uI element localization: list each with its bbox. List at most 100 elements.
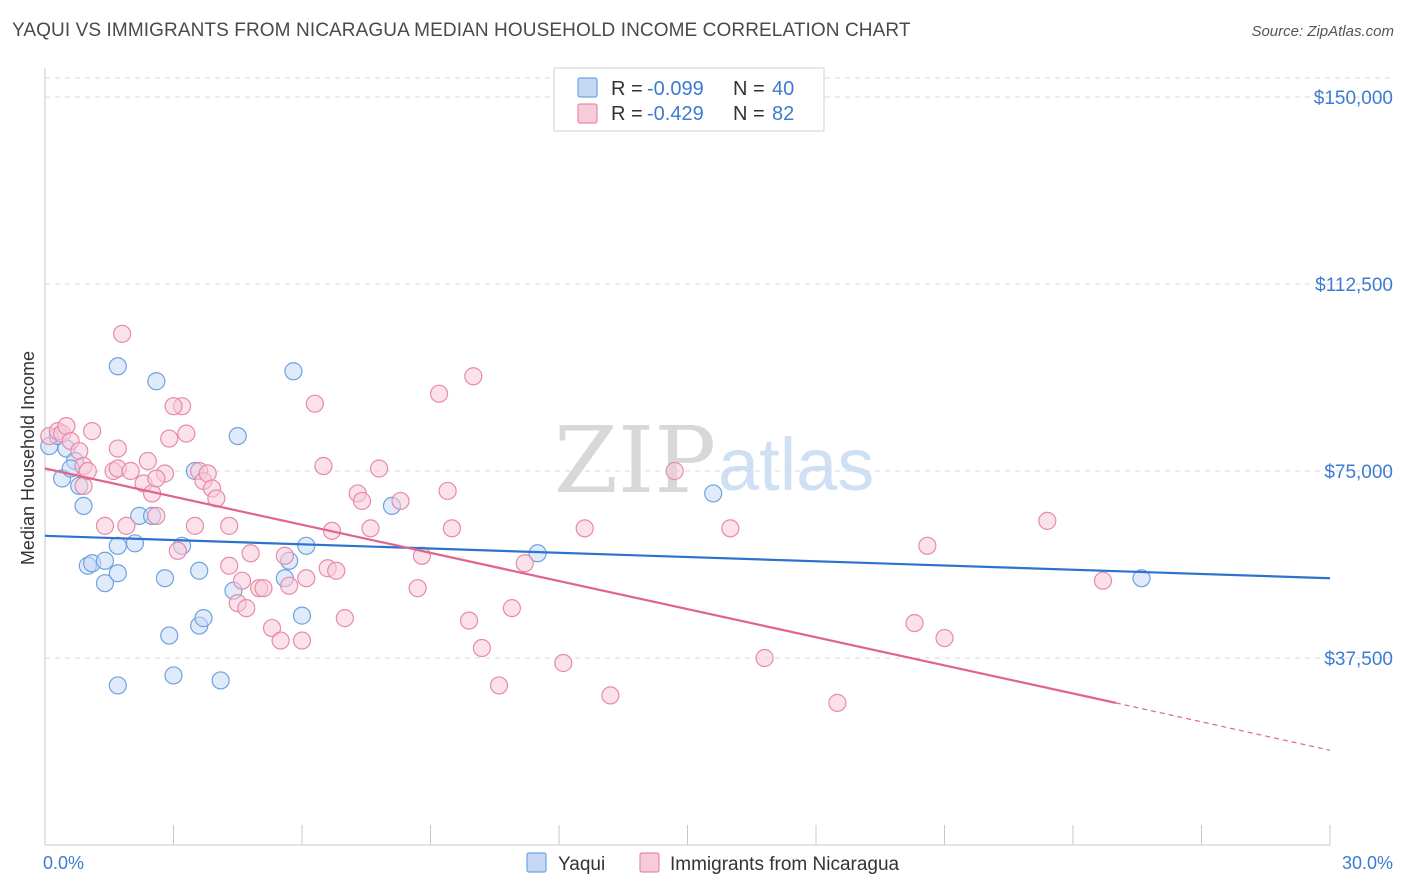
point-nicaragua-53 — [361, 519, 380, 538]
point-yaqui-37 — [704, 484, 723, 503]
source-credit: Source: ZipAtlas.com — [1251, 23, 1394, 40]
point-nicaragua-49 — [327, 561, 346, 580]
point-nicaragua-81 — [147, 469, 166, 488]
point-nicaragua-38 — [254, 579, 273, 598]
series-legend: Yaqui Immigrants from Nicaragua — [526, 852, 900, 875]
point-yaqui-29 — [108, 357, 127, 376]
point-nicaragua-3 — [57, 417, 76, 436]
point-nicaragua-35 — [237, 599, 256, 618]
point-yaqui-18 — [160, 626, 179, 645]
point-yaqui-17 — [155, 569, 175, 588]
point-nicaragua-28 — [198, 464, 217, 483]
point-yaqui-33 — [108, 676, 127, 695]
bottom-legend-swatch-nicaragua — [639, 852, 660, 873]
legend-r-label-yaqui: R = — [611, 78, 643, 100]
point-nicaragua-60 — [442, 519, 462, 538]
point-nicaragua-63 — [489, 676, 509, 695]
point-yaqui-22 — [194, 609, 213, 628]
point-yaqui-14 — [125, 534, 145, 553]
y-tick-label-3: $150,000 — [1314, 88, 1393, 109]
point-yaqui-20 — [190, 561, 209, 580]
point-nicaragua-8 — [78, 461, 97, 481]
point-yaqui-31 — [228, 426, 247, 446]
point-nicaragua-15 — [121, 461, 140, 481]
x-tick-labels: 0.0% 30.0% — [43, 853, 1393, 873]
point-nicaragua-50 — [335, 609, 354, 628]
point-yaqui-28 — [292, 606, 312, 625]
point-nicaragua-64 — [502, 599, 521, 618]
point-nicaragua-32 — [220, 556, 239, 575]
legend-swatch-yaqui — [577, 77, 598, 98]
point-yaqui-12 — [108, 536, 127, 555]
point-nicaragua-34 — [232, 571, 252, 590]
point-nicaragua-24 — [177, 424, 196, 443]
x-tick-label-0: 0.0% — [43, 853, 84, 873]
trend-line-extension-nicaragua — [1115, 702, 1331, 751]
point-nicaragua-79 — [464, 367, 483, 386]
point-yaqui-11 — [95, 574, 115, 593]
watermark: ZIP atlas — [554, 407, 874, 514]
watermark-atlas: atlas — [718, 423, 874, 506]
point-nicaragua-68 — [601, 686, 620, 705]
point-yaqui-23 — [211, 671, 230, 690]
point-nicaragua-73 — [905, 613, 924, 633]
point-yaqui-27 — [297, 536, 316, 555]
legend-r-value-nicaragua: -0.429 — [647, 103, 704, 125]
point-nicaragua-58 — [429, 384, 449, 403]
point-nicaragua-75 — [935, 628, 954, 648]
point-nicaragua-13 — [108, 439, 127, 458]
point-nicaragua-59 — [438, 481, 457, 501]
legend-r-value-yaqui: -0.099 — [647, 78, 704, 100]
point-yaqui-13 — [108, 564, 127, 583]
point-yaqui-32 — [284, 362, 303, 381]
stats-legend: R = -0.099 N = 40 R = -0.429 N = 82 — [553, 67, 825, 132]
point-yaqui-34 — [164, 666, 183, 685]
y-tick-label-1: $75,000 — [1324, 462, 1393, 483]
point-nicaragua-42 — [280, 576, 299, 595]
gridlines — [45, 77, 1390, 659]
point-nicaragua-7 — [74, 476, 93, 496]
data-points — [40, 324, 1151, 712]
point-nicaragua-78 — [112, 324, 132, 343]
point-nicaragua-65 — [515, 554, 534, 573]
bottom-legend-swatch-yaqui — [526, 852, 547, 873]
point-nicaragua-25 — [185, 516, 205, 535]
point-yaqui-7 — [74, 496, 93, 516]
legend-box — [553, 67, 825, 132]
point-nicaragua-56 — [408, 579, 427, 598]
legend-n-value-yaqui: 40 — [772, 78, 794, 100]
point-nicaragua-19 — [147, 506, 166, 525]
point-yaqui-10 — [95, 551, 115, 570]
trend-lines — [44, 467, 1331, 751]
point-nicaragua-45 — [305, 394, 324, 413]
chart-title: YAQUI VS IMMIGRANTS FROM NICARAGUA MEDIA… — [12, 20, 911, 41]
point-nicaragua-40 — [271, 631, 290, 650]
point-nicaragua-71 — [755, 648, 774, 668]
trend-line-yaqui — [44, 534, 1331, 580]
legend-r-label-nicaragua: R = — [611, 103, 643, 125]
point-nicaragua-61 — [459, 611, 479, 630]
legend-n-label-yaqui: N = — [733, 78, 765, 100]
point-yaqui-30 — [147, 372, 166, 391]
point-nicaragua-74 — [918, 536, 937, 555]
point-nicaragua-54 — [370, 459, 389, 478]
y-tick-label-0: $37,500 — [1324, 649, 1393, 670]
bottom-legend-label-yaqui: Yaqui — [558, 854, 605, 875]
point-nicaragua-9 — [83, 422, 102, 441]
point-nicaragua-62 — [472, 638, 491, 658]
point-nicaragua-21 — [160, 429, 179, 448]
legend-n-label-nicaragua: N = — [733, 103, 765, 125]
y-tick-label-2: $112,500 — [1315, 275, 1393, 296]
watermark-zip: ZIP — [554, 407, 716, 514]
point-nicaragua-10 — [95, 516, 115, 535]
point-nicaragua-39 — [262, 618, 282, 638]
point-nicaragua-52 — [352, 491, 372, 511]
point-nicaragua-77 — [1093, 571, 1113, 590]
point-nicaragua-14 — [117, 516, 136, 535]
point-yaqui-38 — [1132, 569, 1151, 588]
point-nicaragua-44 — [297, 569, 316, 588]
point-nicaragua-46 — [314, 456, 333, 476]
point-nicaragua-72 — [828, 693, 847, 712]
axes — [44, 68, 1331, 846]
